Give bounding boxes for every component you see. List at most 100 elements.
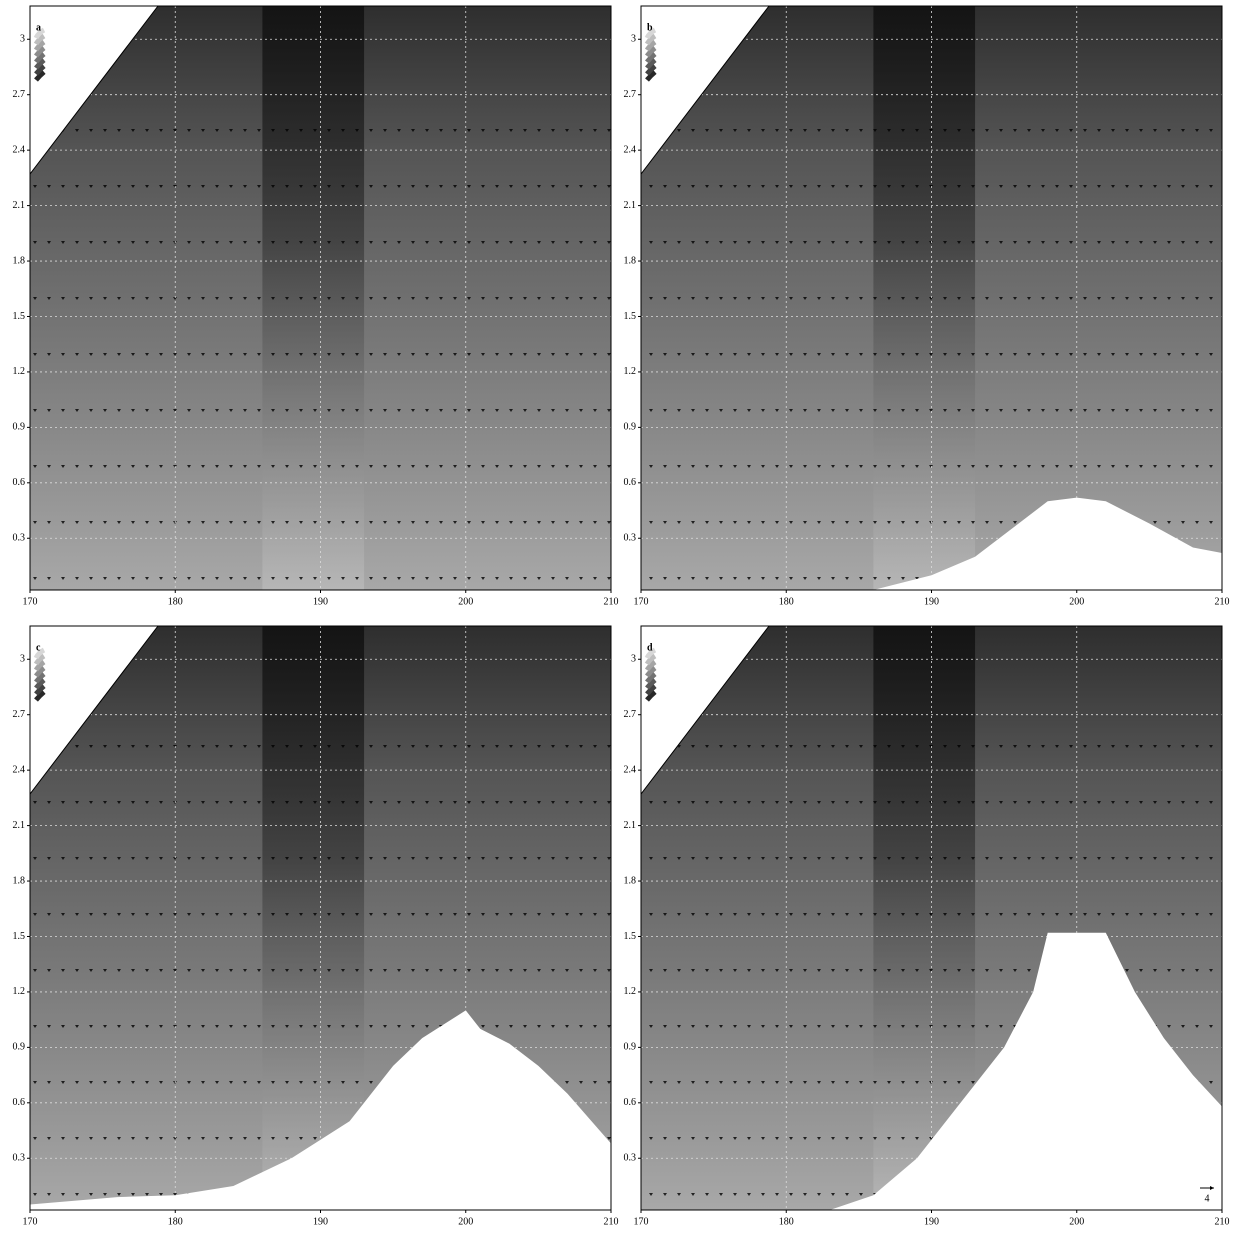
legend-swatch [33,653,46,666]
x-tick-label: 190 [924,1216,939,1227]
y-tick-label: 0.9 [624,422,637,433]
y-tick-label: 0.3 [13,1153,26,1164]
plot-frame [640,625,1223,1211]
y-tick-label: 3 [20,34,25,45]
y-tick-label: 2.4 [13,144,26,155]
y-tick-label: 2.7 [624,89,637,100]
legend-swatch [645,684,657,696]
panel-label: a [36,22,41,33]
legend-swatch [33,33,46,46]
panel-label: b [647,22,653,33]
y-tick-label: 3 [631,654,636,665]
y-tick-label: 2.7 [13,89,26,100]
x-tick-label: 170 [634,1216,649,1227]
x-tick-label: 180 [168,1216,183,1227]
y-tick-label: 2.7 [13,709,26,720]
terrain [30,1010,611,1210]
x-tick-label: 180 [779,1216,794,1227]
plot-frame [29,5,612,591]
x-tick-label: 200 [458,1216,473,1227]
y-tick-label: 1.8 [624,255,637,266]
legend-swatch [644,659,657,672]
y-tick-label: 1.2 [13,986,26,997]
plot-frame [29,625,612,1211]
y-tick-label: 0.6 [624,477,637,488]
x-tick-label: 170 [23,596,38,607]
y-tick-label: 0.6 [13,477,26,488]
y-tick-label: 2.4 [624,144,637,155]
panel: 0.3 0.6 0.9 1.2 1.5 1.8 2.1 2.4 2.7 3 170 180 190 200… [13,625,619,1227]
y-tick-label: 1.8 [624,875,637,886]
x-tick-label: 190 [313,596,328,607]
x-tick-label: 170 [634,596,649,607]
y-tick-label: 1.2 [624,986,637,997]
x-tick-label: 190 [924,596,939,607]
terrain [873,497,1222,590]
x-tick-label: 210 [1215,596,1230,607]
legend-swatch [645,64,657,76]
y-tick-label: 1.5 [624,931,637,942]
legend-swatch [34,690,46,702]
x-tick-label: 210 [604,1216,619,1227]
legend-swatch [645,70,657,82]
y-tick-label: 1.5 [13,311,26,322]
plot-frame [640,5,1223,591]
panel: 0.3 0.6 0.9 1.2 1.5 1.8 2.1 2.4 2.7 3 170 180 190 200… [624,625,1230,1227]
y-tick-label: 0.6 [624,1097,637,1108]
y-tick-label: 0.3 [13,533,26,544]
legend-swatch [644,647,657,660]
y-tick-label: 2.1 [624,200,637,211]
legend-swatch [34,678,46,690]
y-tick-label: 1.8 [13,875,26,886]
legend-swatch [34,58,46,70]
x-tick-label: 200 [458,596,473,607]
legend-swatch [644,27,657,40]
y-tick-label: 0.3 [624,1153,637,1164]
legend-swatch [644,653,657,666]
legend-swatch [645,52,657,64]
annotation: 4 [1205,1193,1210,1204]
legend-swatch [34,70,46,82]
reference-arrowhead [1210,1186,1214,1190]
x-tick-label: 170 [23,1216,38,1227]
legend-swatch [644,45,657,58]
legend-swatch [34,64,46,76]
y-tick-label: 0.3 [624,533,637,544]
x-tick-label: 180 [168,596,183,607]
y-tick-label: 1.5 [13,931,26,942]
legend-swatch [33,45,46,58]
y-tick-label: 0.6 [13,1097,26,1108]
y-tick-label: 0.9 [13,422,26,433]
legend-swatch [34,52,46,64]
legend-swatch [34,672,46,684]
legend-swatch [644,33,657,46]
legend-swatch [33,39,46,52]
legend-swatch [645,678,657,690]
panel-label: d [647,642,653,653]
y-tick-label: 2.1 [624,820,637,831]
y-tick-label: 1.2 [624,366,637,377]
legend-swatch [33,659,46,672]
x-tick-label: 180 [779,596,794,607]
legend-swatch [644,39,657,52]
legend-swatch [644,665,657,678]
legend-swatch [33,27,46,40]
y-tick-label: 2.1 [13,200,26,211]
x-tick-label: 210 [604,596,619,607]
y-tick-label: 1.5 [624,311,637,322]
legend-swatch [645,58,657,70]
y-tick-label: 1.8 [13,255,26,266]
y-tick-label: 2.4 [13,764,26,775]
y-tick-label: 2.1 [13,820,26,831]
x-tick-label: 210 [1215,1216,1230,1227]
y-tick-label: 3 [631,34,636,45]
legend-swatch [33,647,46,660]
panel: 0.3 0.6 0.9 1.2 1.5 1.8 2.1 2.4 2.7 3 170 180 190 200… [13,5,619,607]
y-tick-label: 0.9 [624,1042,637,1053]
legend-swatch [33,665,46,678]
y-tick-label: 1.2 [13,366,26,377]
y-tick-label: 2.4 [624,764,637,775]
panel: 0.3 0.6 0.9 1.2 1.5 1.8 2.1 2.4 2.7 3 170 180 190 200… [624,5,1230,607]
x-tick-label: 200 [1069,596,1084,607]
